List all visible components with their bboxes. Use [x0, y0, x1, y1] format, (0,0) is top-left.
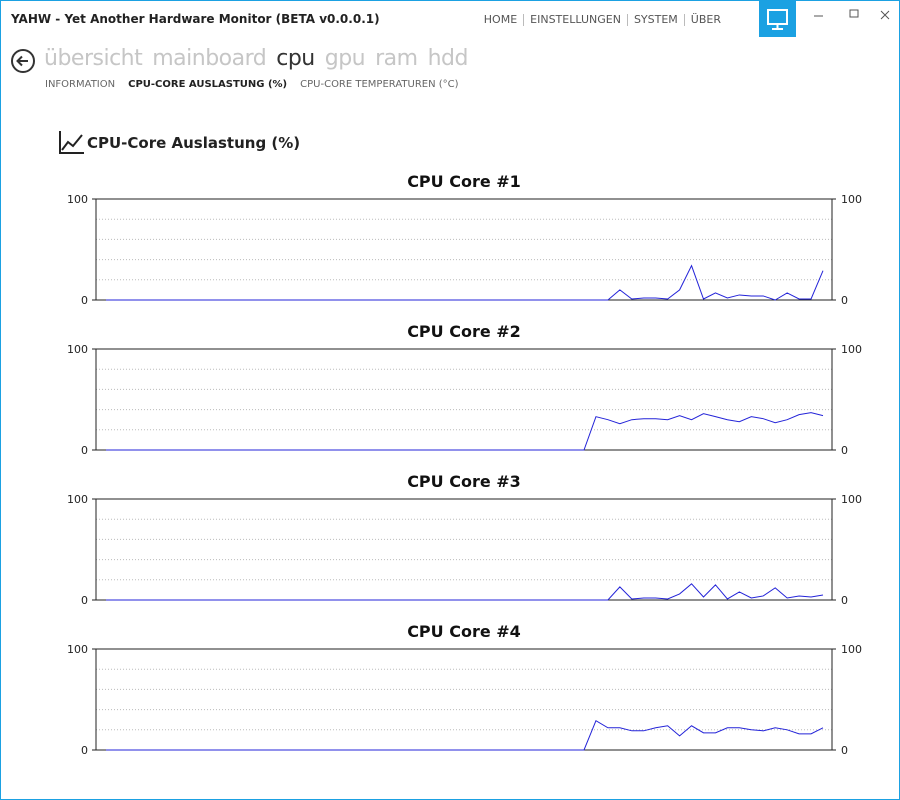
sub-tab[interactable]: CPU-CORE AUSLASTUNG (%) — [128, 79, 288, 90]
y-tick-label: 100 — [67, 193, 88, 206]
window-controls — [759, 1, 890, 37]
line — [106, 719, 824, 751]
y2-tick-label: 0 — [841, 444, 848, 457]
chart-title: CPU Core #2 — [407, 322, 521, 341]
y2-tick-label: 100 — [841, 493, 862, 506]
close-button[interactable] — [880, 10, 890, 20]
chart-title: CPU Core #4 — [407, 622, 521, 641]
y-tick-label: 100 — [67, 643, 88, 656]
menu-item[interactable]: EINSTELLUNGEN — [523, 14, 627, 26]
sub-tabs: INFORMATION CPU-CORE AUSLASTUNG (%) CPU-CO… — [45, 79, 459, 90]
charts: CPU Core #1 0 0 100 100 CPU Core #2 0 0 100 100 CP… — [67, 172, 862, 757]
window-title: YAHW - Yet Another Hardware Monitor (BET… — [11, 12, 380, 26]
app-icon[interactable] — [759, 1, 796, 37]
line — [106, 583, 824, 601]
nav-tab[interactable]: hdd — [427, 46, 469, 71]
chart-title: CPU Core #3 — [407, 472, 521, 491]
chart-title: CPU Core #1 — [407, 172, 521, 191]
y2-tick-label: 0 — [841, 594, 848, 607]
nav-tab[interactable]: gpu — [324, 46, 366, 71]
y-tick-label: 0 — [81, 744, 88, 757]
line — [106, 412, 824, 451]
y2-tick-label: 0 — [841, 294, 848, 307]
y-tick-label: 0 — [81, 294, 88, 307]
sub-tab[interactable]: INFORMATION — [45, 79, 116, 90]
y2-tick-label: 0 — [841, 744, 848, 757]
y-tick-label: 0 — [81, 594, 88, 607]
menu-item[interactable]: SYSTEM — [626, 14, 684, 26]
line — [106, 264, 824, 301]
y2-tick-label: 100 — [841, 343, 862, 356]
maximize-button[interactable] — [849, 9, 859, 18]
y-tick-label: 100 — [67, 493, 88, 506]
nav-tab[interactable]: cpu — [276, 46, 315, 71]
menu-item[interactable]: HOME — [483, 13, 518, 26]
y2-tick-label: 100 — [841, 193, 862, 206]
section-title: CPU-Core Auslastung (%) — [87, 134, 301, 152]
chart-icon — [59, 131, 84, 154]
y-tick-label: 100 — [67, 343, 88, 356]
nav-tab[interactable]: mainboard — [152, 46, 267, 71]
nav-tab[interactable]: ram — [375, 46, 418, 71]
nav-tabs: übersicht mainboard cpu gpu ram hdd — [44, 46, 468, 71]
y-tick-label: 0 — [81, 444, 88, 457]
back-button[interactable] — [10, 48, 38, 76]
sub-tab[interactable]: CPU-CORE TEMPERATUREN (°C) — [300, 79, 459, 90]
menu-item[interactable]: ÜBER — [683, 14, 727, 26]
menu: HOME EINSTELLUNGEN SYSTEM ÜBER — [478, 14, 727, 26]
nav-tab[interactable]: übersicht — [44, 46, 143, 71]
y2-tick-label: 100 — [841, 643, 862, 656]
